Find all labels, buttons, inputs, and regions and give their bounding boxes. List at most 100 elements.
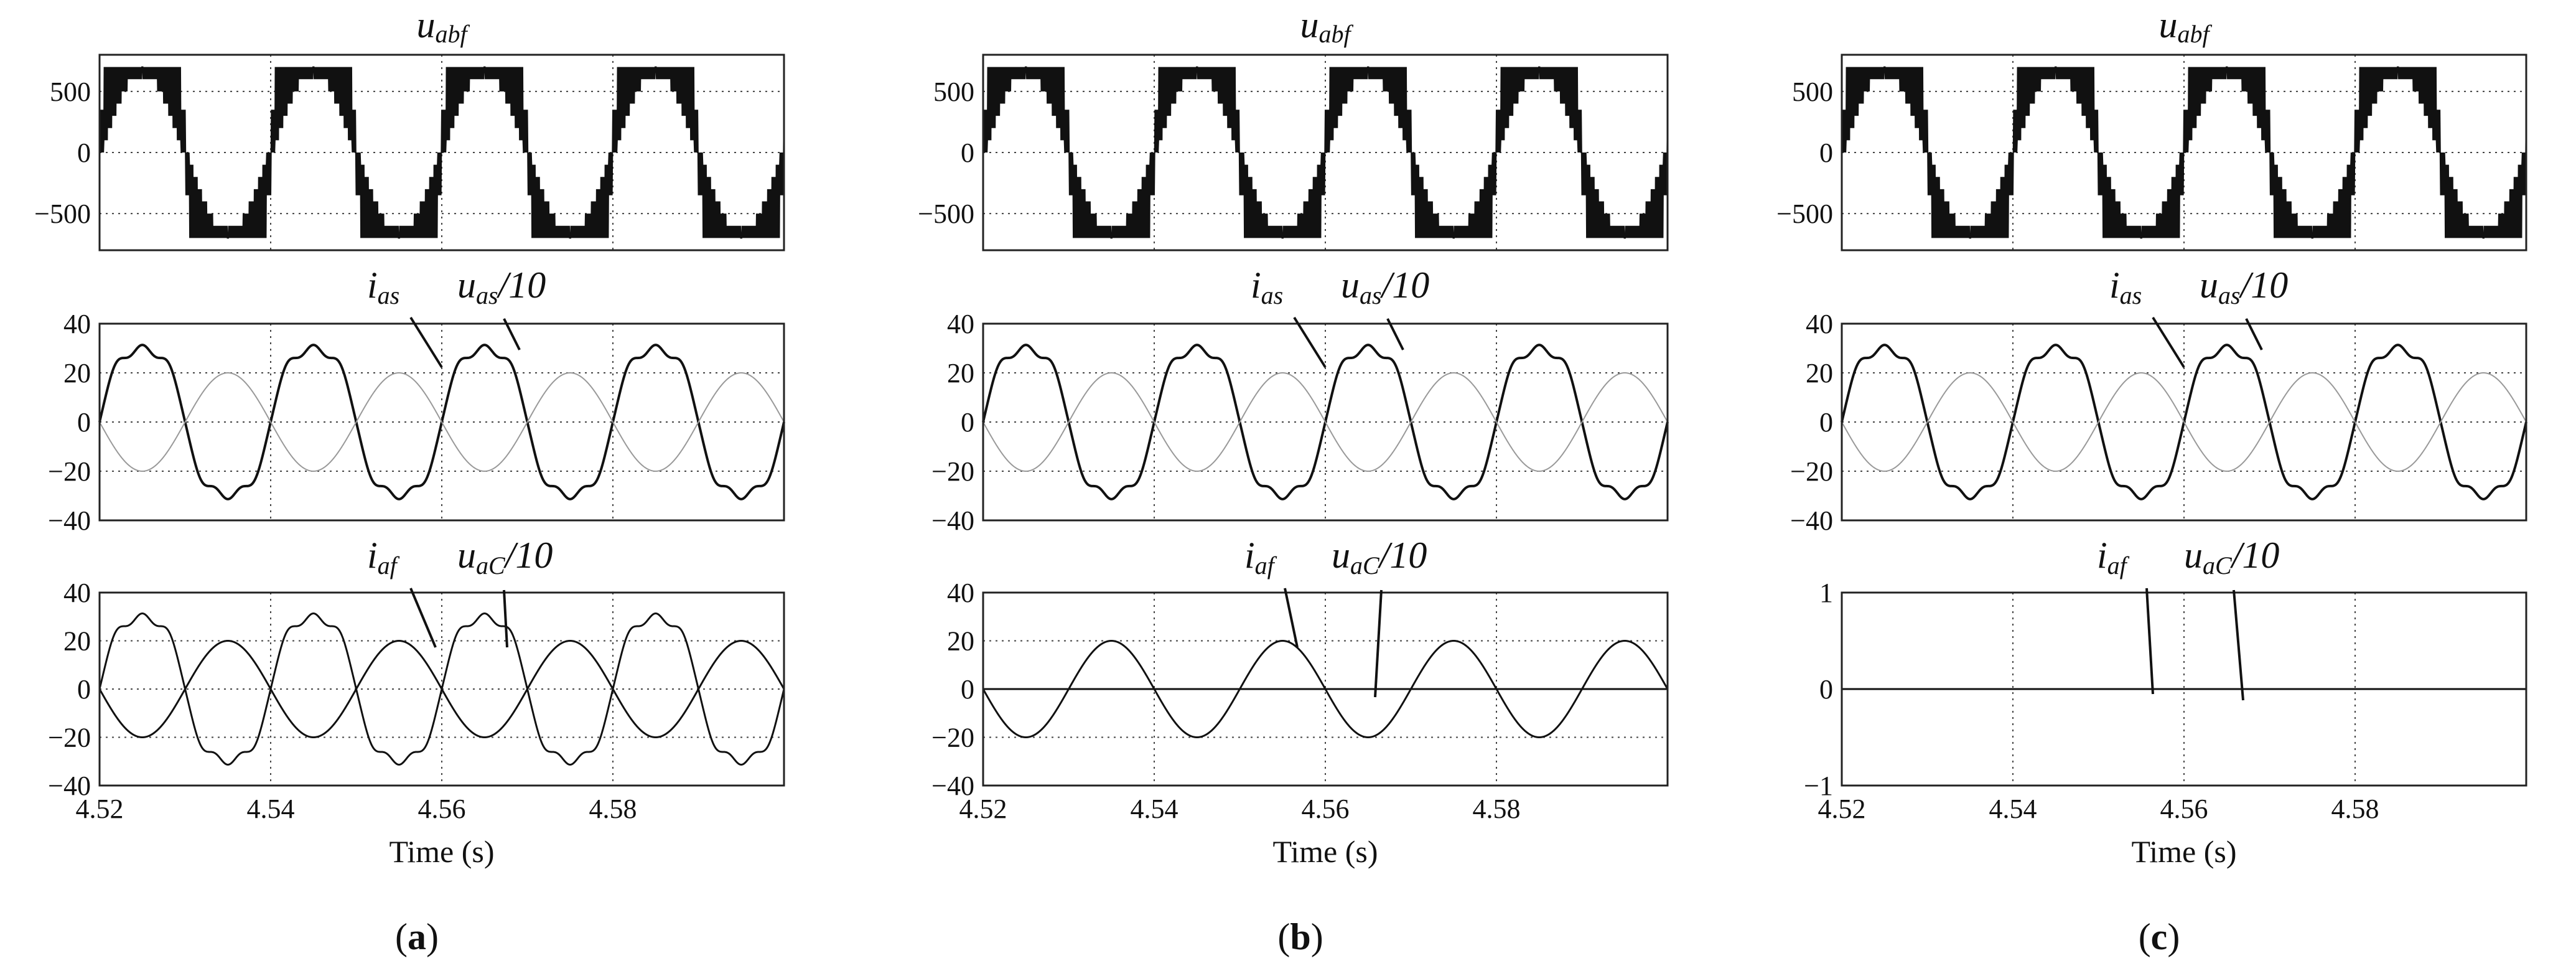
ann-sub: aC <box>1350 551 1380 580</box>
x-tick-label: 4.54 <box>1989 794 2037 824</box>
y-tick-label: −40 <box>1790 505 1833 536</box>
subplot-b-1: uabf 500 0 −500 <box>918 4 1669 251</box>
subplot-title: uabf <box>1300 4 1353 48</box>
x-tick-label: 4.56 <box>2160 794 2208 824</box>
x-tick-label: 4.56 <box>418 794 466 824</box>
y-tick-label: −20 <box>931 723 974 753</box>
annotation-label: iaf <box>367 535 400 580</box>
annotation-arrow <box>2145 588 2154 695</box>
series-uas-10 <box>99 372 785 472</box>
y-tick-label: −40 <box>48 771 91 801</box>
y-tick-label: 20 <box>63 626 91 657</box>
title-main: u <box>2158 4 2177 45</box>
ann-tail: /10 <box>497 265 546 306</box>
caption-open: ( <box>395 916 408 957</box>
y-tick-label: 500 <box>50 77 91 107</box>
ann-main: u <box>1341 265 1360 306</box>
ann-main: u <box>2200 265 2218 306</box>
y-tick-label: 40 <box>947 309 974 339</box>
ann-tail: /10 <box>2230 535 2280 576</box>
annotation-label: iaf <box>1244 535 1277 580</box>
plot-frame <box>982 591 1669 787</box>
panel-caption: (b) <box>1277 916 1323 957</box>
title-main: u <box>416 4 435 45</box>
plot-frame <box>982 322 1669 522</box>
ann-sub: af <box>378 551 400 580</box>
y-tick-label: 1 <box>1819 578 1833 608</box>
annotation-label: ias <box>2109 265 2142 309</box>
annotation-arrow <box>2233 589 2244 701</box>
panel-caption: (a) <box>395 916 439 957</box>
x-tick-label: 4.58 <box>1473 794 1521 824</box>
annotation-arrow <box>1293 316 1327 368</box>
y-tick-label: −20 <box>931 456 974 487</box>
annotation-label: ias <box>367 265 399 309</box>
plot-frame <box>98 591 785 787</box>
caption-close: ) <box>1311 916 1323 957</box>
y-tick-label: −40 <box>931 505 974 536</box>
caption-close: ) <box>2167 916 2180 957</box>
subplot-c-1: uabf 500 0 −500 <box>1776 4 2527 251</box>
y-tick-label: 40 <box>1806 309 1833 339</box>
annotation-label: ias <box>1251 265 1283 309</box>
x-tick-label: 4.54 <box>247 794 295 824</box>
ann-main: u <box>1332 535 1350 576</box>
annotation-arrow <box>409 316 443 368</box>
ann-tail: /10 <box>1378 535 1427 576</box>
ann-main: u <box>2184 535 2203 576</box>
subplot-a-3: 40 20 0 −20 −40 iaf uaC/10 <box>48 535 785 801</box>
annotation-label: uaC/10 <box>2184 535 2279 580</box>
y-tick-label: 0 <box>1819 674 1833 705</box>
ann-main: i <box>1251 265 1261 306</box>
caption-letter: b <box>1290 916 1310 957</box>
annotation-arrow <box>1284 588 1299 648</box>
ann-sub: as <box>2218 281 2241 309</box>
y-tick-label: 0 <box>1819 138 1833 168</box>
ann-sub: as <box>476 281 498 309</box>
annotation-label: uas/10 <box>1341 265 1429 309</box>
x-axis-label: Time (s) <box>2131 834 2236 869</box>
y-tick-label: 500 <box>1792 77 1833 107</box>
x-tick-label: 4.56 <box>1302 794 1350 824</box>
ann-main: i <box>367 265 378 306</box>
ann-main: i <box>367 535 378 576</box>
y-tick-label: −20 <box>48 723 91 753</box>
y-tick-label: 40 <box>947 578 974 608</box>
x-tick-label: 4.52 <box>959 794 1007 824</box>
subplot-title: uabf <box>2158 4 2212 48</box>
annotation-arrow <box>1386 318 1404 350</box>
x-tick-label: 4.52 <box>1818 794 1866 824</box>
y-tick-label: 20 <box>947 626 974 657</box>
subplot-a-1: uabf 500 0 −500 <box>34 4 785 251</box>
series-uas-10 <box>982 372 1668 472</box>
ann-sub: as <box>1261 281 1284 309</box>
panel-caption: (c) <box>2139 916 2180 957</box>
plot-frame <box>98 54 785 251</box>
y-tick-label: −500 <box>34 199 91 229</box>
ann-sub: as <box>1360 281 1382 309</box>
annotation-label: uas/10 <box>2200 265 2288 309</box>
x-tick-label: 4.58 <box>589 794 637 824</box>
ann-sub: af <box>1255 551 1277 580</box>
annotation-arrow <box>2152 316 2185 368</box>
ann-tail: /10 <box>1380 265 1430 306</box>
y-tick-label: −500 <box>1776 199 1833 229</box>
y-tick-label: 40 <box>63 578 91 608</box>
series-uabf <box>99 66 785 239</box>
y-tick-label: 0 <box>77 138 91 168</box>
y-tick-label: 0 <box>77 674 91 705</box>
ann-tail: /10 <box>503 535 553 576</box>
title-main: u <box>1300 4 1318 45</box>
annotation-arrow <box>503 318 521 350</box>
x-tick-label: 4.54 <box>1131 794 1178 824</box>
ann-sub: af <box>2107 551 2130 580</box>
y-tick-label: 0 <box>961 407 974 438</box>
ann-main: u <box>457 535 476 576</box>
subplot-b-3: 40 20 0 −20 −40 iaf uaC/10 <box>931 535 1669 801</box>
subplot-c-3: 1 0 −1 iaf uaC/10 <box>1804 535 2527 801</box>
